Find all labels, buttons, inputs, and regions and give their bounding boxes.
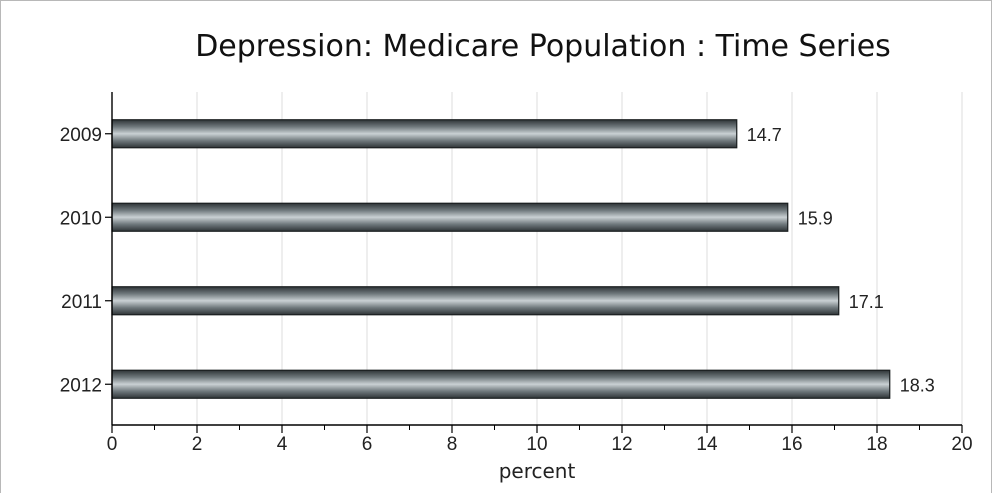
category-label-2010: 2010 bbox=[60, 208, 102, 229]
x-tick-label-4: 4 bbox=[277, 434, 288, 455]
x-tick-label-16: 16 bbox=[781, 434, 802, 455]
category-label-2009: 2009 bbox=[60, 125, 102, 146]
data-label-2010: 15.9 bbox=[798, 208, 833, 228]
x-tick-label-2: 2 bbox=[192, 434, 203, 455]
data-label-2012: 18.3 bbox=[900, 375, 935, 395]
category-label-2011: 2011 bbox=[61, 292, 102, 313]
data-label-2009: 14.7 bbox=[747, 125, 782, 145]
bar-2010 bbox=[111, 202, 789, 232]
x-tick-label-20: 20 bbox=[951, 434, 972, 455]
category-label-2012: 2012 bbox=[60, 375, 102, 396]
x-tick-label-12: 12 bbox=[611, 434, 632, 455]
x-axis-title: percent bbox=[499, 459, 576, 483]
x-tick-label-18: 18 bbox=[866, 434, 887, 455]
x-tick-label-10: 10 bbox=[526, 434, 547, 455]
x-tick-label-8: 8 bbox=[447, 434, 458, 455]
data-label-2011: 17.1 bbox=[849, 292, 884, 312]
bar-2012 bbox=[111, 369, 891, 399]
bar-2009 bbox=[111, 119, 738, 149]
chart-title: Depression: Medicare Population : Time S… bbox=[195, 29, 891, 64]
bars bbox=[111, 119, 891, 399]
x-tick-label-14: 14 bbox=[696, 434, 718, 455]
x-tick-label-6: 6 bbox=[362, 434, 373, 455]
axes bbox=[105, 92, 963, 433]
bar-2011 bbox=[111, 286, 840, 316]
x-tick-label-0: 0 bbox=[107, 434, 118, 455]
